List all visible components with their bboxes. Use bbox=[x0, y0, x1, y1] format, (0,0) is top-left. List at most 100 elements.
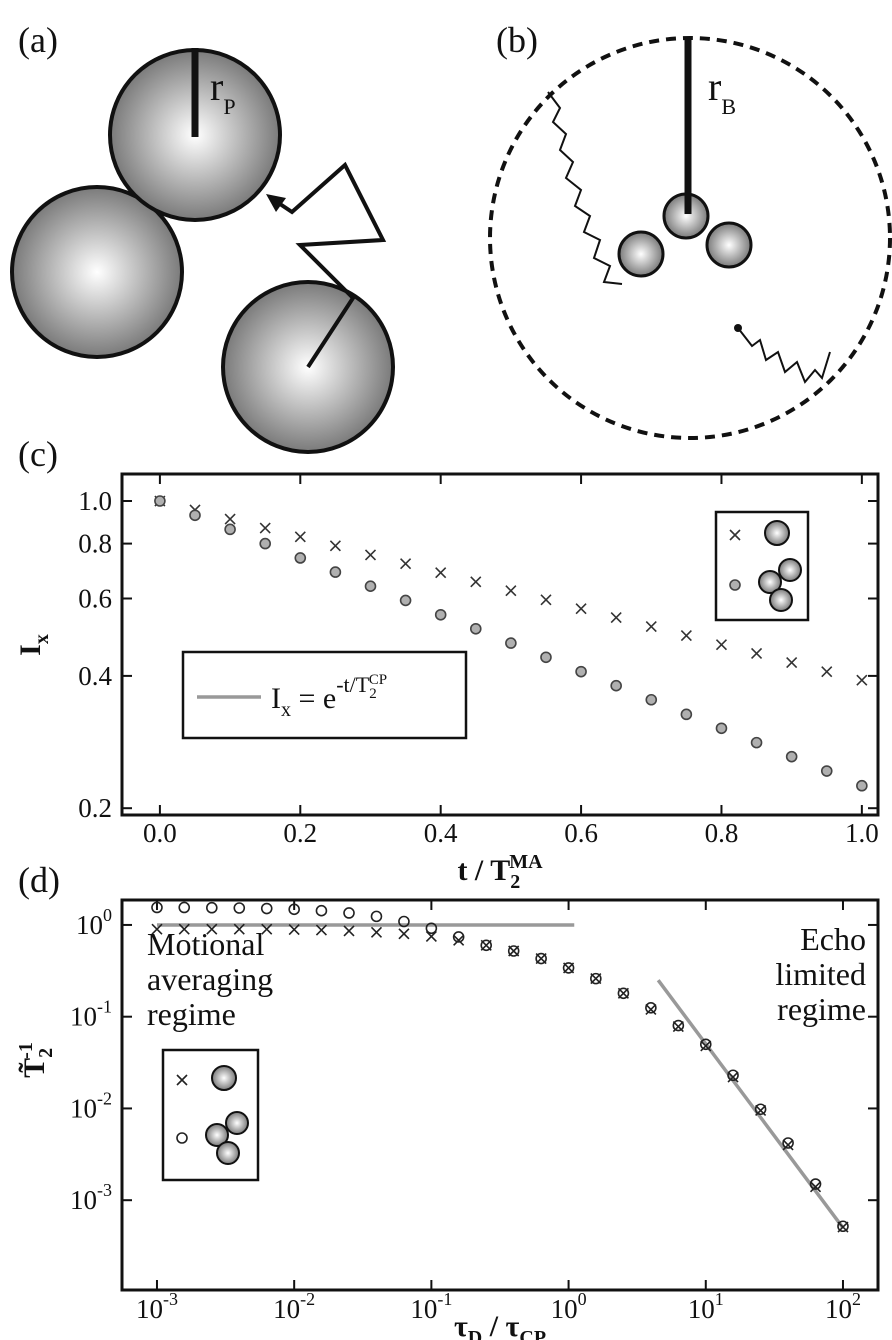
y-tick-label-part: 10 bbox=[70, 1185, 97, 1215]
data-point bbox=[453, 934, 465, 946]
y-tick-label-part: 10 bbox=[76, 910, 103, 940]
legend-sphere bbox=[216, 1141, 240, 1165]
data-point bbox=[680, 630, 692, 642]
x-tick-label-part: 10 bbox=[136, 1294, 163, 1324]
annotation: Motional bbox=[147, 926, 264, 962]
legend-label: Ix = e-t/T2CP bbox=[271, 672, 387, 721]
y-axis-label-part: I bbox=[14, 644, 47, 656]
data-point bbox=[727, 1071, 739, 1083]
legend-label-part: CP bbox=[369, 672, 387, 688]
data-point bbox=[329, 540, 341, 552]
data-point bbox=[540, 651, 552, 664]
data-point bbox=[189, 509, 201, 522]
legend-box bbox=[181, 650, 468, 740]
x-tick-label: 0.4 bbox=[424, 818, 458, 848]
y-axis-label: T̃2-1 bbox=[15, 1042, 57, 1078]
data-point bbox=[233, 923, 245, 935]
data-point bbox=[398, 915, 410, 928]
data-point bbox=[206, 923, 218, 935]
data-point bbox=[435, 567, 447, 579]
legend-label-part: -t/T bbox=[336, 672, 370, 697]
y-tick-label: 0.2 bbox=[78, 793, 112, 823]
data-point bbox=[224, 513, 236, 525]
legend-sphere bbox=[769, 588, 793, 612]
x-tick-label: 10-1 bbox=[410, 1289, 452, 1324]
panel-label: (c) bbox=[18, 434, 58, 474]
y-tick-label-part: 0.4 bbox=[78, 661, 112, 691]
data-point bbox=[370, 926, 383, 938]
plot-frame bbox=[120, 472, 880, 817]
data-point bbox=[452, 931, 465, 943]
legend-sphere bbox=[764, 520, 790, 546]
plot-frame bbox=[120, 898, 880, 1292]
data-point bbox=[178, 901, 191, 914]
radius-label: rP bbox=[210, 64, 236, 119]
legend-label-part: 2 bbox=[369, 686, 377, 702]
data-point bbox=[856, 674, 868, 686]
particle bbox=[617, 230, 665, 278]
panel-label: (a) bbox=[18, 20, 58, 60]
legend-sphere bbox=[225, 1111, 249, 1135]
radius-symbol: r bbox=[210, 64, 223, 109]
diffusion-path bbox=[547, 91, 623, 285]
x-tick-label: 100 bbox=[551, 1289, 587, 1324]
y-axis-label: Ix bbox=[14, 634, 53, 656]
x-tick-label-part: 10 bbox=[688, 1294, 715, 1324]
data-point bbox=[809, 1181, 822, 1193]
data-point bbox=[562, 962, 575, 974]
data-point bbox=[672, 1019, 685, 1032]
fit-line bbox=[656, 979, 845, 1229]
y-axis-label-part: 2 bbox=[35, 1048, 57, 1058]
data-point bbox=[400, 558, 412, 570]
data-point bbox=[699, 1038, 712, 1051]
x-axis-label-part: t / T bbox=[457, 854, 510, 887]
annotation: regime bbox=[147, 996, 236, 1032]
data-point bbox=[260, 902, 273, 915]
x-tick-label: 1.0 bbox=[845, 818, 879, 848]
x-axis-label: τD / τCP bbox=[454, 1310, 546, 1340]
y-tick-label: 0.6 bbox=[78, 584, 112, 614]
data-point bbox=[786, 656, 798, 669]
y-tick-label-part: 0.2 bbox=[78, 793, 112, 823]
y-tick-label-part: 0 bbox=[103, 905, 112, 925]
y-axis-label-part: T̃ bbox=[18, 1058, 51, 1078]
data-point bbox=[470, 576, 482, 588]
x-axis-label-part: MA bbox=[509, 851, 543, 873]
x-axis-label: t / T2MA bbox=[457, 851, 543, 893]
data-point bbox=[617, 987, 630, 1000]
data-point bbox=[821, 666, 833, 678]
data-point bbox=[785, 750, 798, 763]
data-point bbox=[645, 693, 658, 706]
data-point bbox=[505, 585, 517, 597]
x-tick-label: 102 bbox=[825, 1289, 861, 1324]
data-point bbox=[575, 603, 587, 615]
data-point bbox=[224, 523, 236, 536]
data-point bbox=[610, 611, 622, 624]
data-point bbox=[288, 924, 300, 936]
x-tick-label-part: 2 bbox=[852, 1289, 861, 1309]
x-tick-label-part: -3 bbox=[163, 1289, 178, 1309]
data-point bbox=[782, 1139, 794, 1151]
x-tick-label: 0.2 bbox=[283, 818, 317, 848]
diffusion-path bbox=[272, 161, 387, 369]
legend-sphere bbox=[758, 570, 782, 594]
x-axis-label-part: CP bbox=[519, 1327, 546, 1340]
x-tick-label: 10-2 bbox=[273, 1289, 315, 1324]
y-tick-label: 10-3 bbox=[70, 1180, 112, 1215]
legend-label-part: I bbox=[271, 682, 281, 715]
radius-label: rB bbox=[708, 64, 736, 119]
data-point bbox=[233, 902, 246, 914]
legend-sphere bbox=[211, 1065, 237, 1091]
data-point bbox=[507, 945, 520, 957]
data-point bbox=[610, 679, 622, 692]
data-point bbox=[398, 928, 410, 940]
y-tick-label: 0.8 bbox=[78, 529, 112, 559]
data-point bbox=[178, 923, 190, 935]
x-tick-label-part: 1 bbox=[715, 1289, 724, 1309]
data-point bbox=[364, 580, 377, 592]
data-point bbox=[809, 1178, 822, 1190]
data-point bbox=[343, 907, 355, 919]
data-point bbox=[727, 1069, 739, 1082]
annotation: limited bbox=[775, 956, 866, 992]
